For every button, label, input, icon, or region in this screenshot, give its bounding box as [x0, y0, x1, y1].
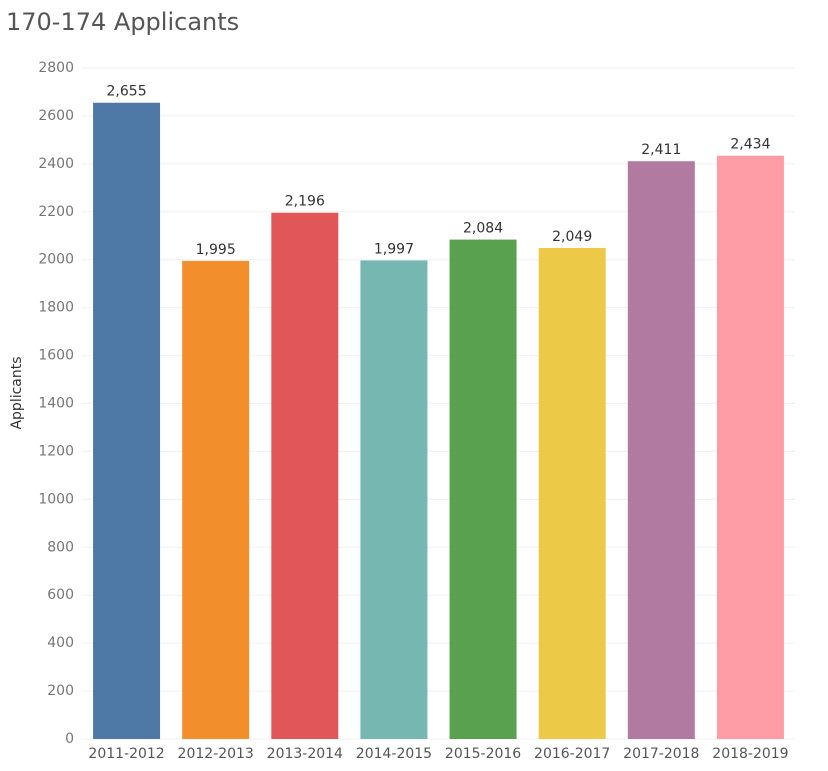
- bar[interactable]: [449, 239, 517, 739]
- bar-value-label: 2,049: [552, 229, 592, 245]
- y-tick-label: 2800: [38, 60, 74, 76]
- y-tick-label: 1200: [38, 443, 74, 459]
- y-tick-label: 0: [65, 731, 74, 747]
- chart-title: 170-174 Applicants: [6, 8, 240, 36]
- bar-value-label: 1,997: [374, 241, 414, 257]
- y-tick-label: 2000: [38, 252, 74, 268]
- x-axis: 2011-2012 2012-2013 2013-2014 2014-2015 2015…: [88, 746, 788, 762]
- y-tick-label: 1400: [38, 396, 74, 412]
- bar-value-label: 2,655: [107, 84, 147, 100]
- y-tick-label: 2600: [38, 108, 74, 124]
- x-tick-label: 2011-2012: [88, 746, 164, 762]
- bar-value-labels: 2,655 1,995 2,196 1,997 2,084 2,049 2,411 2,434: [107, 84, 771, 258]
- bar[interactable]: [182, 260, 250, 739]
- x-tick-label: 2012-2013: [178, 746, 254, 762]
- x-tick-label: 2017-2018: [623, 746, 699, 762]
- bar[interactable]: [360, 260, 428, 739]
- bar-value-label: 2,084: [463, 221, 503, 237]
- bar-value-label: 2,411: [641, 142, 681, 158]
- y-tick-label: 800: [47, 539, 74, 555]
- bar[interactable]: [93, 102, 161, 739]
- bar[interactable]: [716, 155, 784, 739]
- y-tick-label: 200: [47, 683, 74, 699]
- bar-value-label: 2,434: [730, 137, 770, 153]
- y-axis-title: Applicants: [9, 356, 25, 429]
- x-tick-label: 2016-2017: [534, 746, 610, 762]
- x-tick-label: 2015-2016: [445, 746, 521, 762]
- y-tick-label: 1000: [38, 491, 74, 507]
- y-axis: 0 200 400 600 800 1000 1200 1400 1600 1800 2000 220…: [38, 60, 74, 747]
- x-tick-label: 2014-2015: [356, 746, 432, 762]
- y-tick-label: 1600: [38, 348, 74, 364]
- bar[interactable]: [627, 161, 695, 739]
- bars: [93, 102, 784, 740]
- x-tick-label: 2013-2014: [267, 746, 343, 762]
- bar-value-label: 2,196: [285, 194, 325, 210]
- y-tick-label: 600: [47, 587, 74, 603]
- y-tick-label: 2200: [38, 204, 74, 220]
- bar-value-label: 1,995: [196, 242, 236, 258]
- bar[interactable]: [271, 212, 339, 740]
- bar[interactable]: [538, 247, 606, 739]
- x-tick-label: 2018-2019: [712, 746, 788, 762]
- y-tick-label: 1800: [38, 300, 74, 316]
- y-tick-label: 2400: [38, 156, 74, 172]
- y-tick-label: 400: [47, 635, 74, 651]
